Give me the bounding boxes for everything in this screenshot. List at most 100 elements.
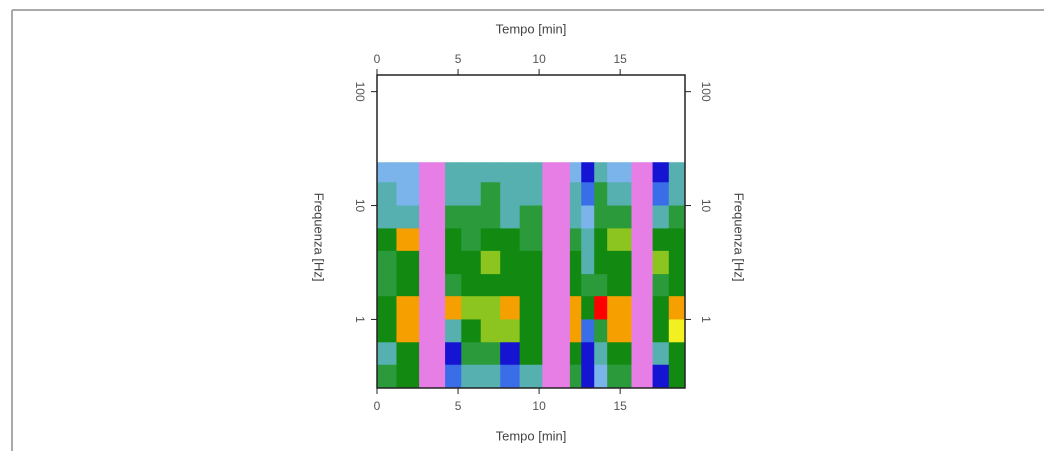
heatmap-cell: [519, 342, 543, 366]
heatmap-cell: [631, 296, 653, 320]
heatmap-cell: [668, 364, 686, 389]
heatmap-cell: [396, 296, 420, 320]
heatmap-cell: [668, 342, 686, 366]
heatmap-cell: [445, 274, 462, 297]
heatmap-cell: [652, 205, 670, 229]
heatmap-cell: [419, 319, 446, 343]
heatmap-cell: [396, 228, 420, 252]
heatmap-cell: [607, 274, 632, 297]
heatmap-cell: [519, 364, 543, 389]
y-tick-label-right: 100: [699, 82, 713, 102]
heatmap-cell: [581, 162, 595, 183]
heatmap-cell: [461, 274, 482, 297]
heatmap-cell: [500, 228, 521, 252]
heatmap-cell: [500, 250, 521, 275]
heatmap-cell: [377, 182, 397, 206]
heatmap-cell: [519, 296, 543, 320]
y-tick-label-right: 1: [699, 316, 713, 323]
heatmap-cell: [480, 205, 501, 229]
x-axis-title-top: Tempo [min]: [496, 21, 567, 36]
heatmap-cell: [652, 162, 670, 183]
heatmap-cell: [377, 364, 397, 389]
heatmap-cell: [594, 274, 608, 297]
heatmap-cell: [668, 274, 686, 297]
heatmap-cell: [607, 250, 632, 275]
x-tick-label-bottom: 5: [455, 399, 462, 413]
heatmap-cell: [500, 274, 521, 297]
heatmap-cell: [668, 162, 686, 183]
heatmap-cell: [631, 205, 653, 229]
x-tick-label-top: 0: [374, 52, 381, 66]
heatmap-cell: [419, 296, 446, 320]
heatmap-cell: [631, 319, 653, 343]
y-axis-title-right: Frequenza [Hz]: [732, 193, 747, 282]
heatmap-cell: [396, 250, 420, 275]
heatmap-cell: [594, 228, 608, 252]
heatmap-cell: [480, 319, 501, 343]
heatmap-cell: [500, 364, 521, 389]
heatmap-cell: [461, 364, 482, 389]
heatmap-cell: [377, 228, 397, 252]
heatmap-cell: [445, 228, 462, 252]
heatmap-cell: [377, 296, 397, 320]
heatmap-cell: [652, 250, 670, 275]
heatmap-cell: [377, 274, 397, 297]
heatmap-cell: [419, 182, 446, 206]
heatmap-cell: [668, 296, 686, 320]
y-tick-label-left: 100: [353, 82, 367, 102]
heatmap-cell: [461, 162, 482, 183]
heatmap-cell: [461, 319, 482, 343]
heatmap-cell: [581, 274, 595, 297]
y-tick-label-left: 10: [353, 199, 367, 213]
y-axis-title-left: Frequenza [Hz]: [312, 193, 327, 282]
heatmap-cell: [542, 274, 571, 297]
x-axis-title-bottom: Tempo [min]: [496, 428, 567, 443]
heatmap-cell: [542, 162, 571, 183]
heatmap-cell: [652, 182, 670, 206]
heatmap-cell: [581, 296, 595, 320]
heatmap-cell: [607, 228, 632, 252]
heatmap-cell: [419, 364, 446, 389]
heatmap-cell: [519, 162, 543, 183]
y-tick-label-right: 10: [699, 199, 713, 213]
heatmap-cell: [419, 162, 446, 183]
heatmap-cell: [631, 250, 653, 275]
heatmap-cell: [594, 364, 608, 389]
heatmap-cell: [542, 228, 571, 252]
heatmap-cell: [377, 205, 397, 229]
heatmap-cell: [396, 342, 420, 366]
heatmap-cell: [607, 319, 632, 343]
heatmap-cell: [607, 182, 632, 206]
heatmap-cell: [445, 296, 462, 320]
heatmap-cell: [581, 319, 595, 343]
heatmap-cell: [519, 250, 543, 275]
heatmap-cell: [594, 319, 608, 343]
heatmap-cell: [500, 205, 521, 229]
heatmap-cell: [581, 250, 595, 275]
heatmap-cell: [419, 205, 446, 229]
heatmap-cell: [445, 162, 462, 183]
heatmap-cell: [445, 364, 462, 389]
heatmap-cell: [519, 274, 543, 297]
heatmap-cell: [569, 205, 582, 229]
heatmap-cell: [569, 342, 582, 366]
heatmap-cell: [652, 296, 670, 320]
heatmap-cell: [631, 342, 653, 366]
heatmap-cell: [480, 162, 501, 183]
heatmap-cell: [542, 182, 571, 206]
heatmap-cell: [445, 182, 462, 206]
heatmap-cell: [569, 296, 582, 320]
heatmap-cell: [480, 274, 501, 297]
heatmap-cell: [396, 274, 420, 297]
heatmap-cell: [396, 162, 420, 183]
heatmap-cell: [652, 319, 670, 343]
heatmap-cell: [569, 162, 582, 183]
heatmap-cell: [594, 342, 608, 366]
heatmap-cell: [461, 342, 482, 366]
heatmap-cell: [631, 364, 653, 389]
heatmap-cell: [652, 228, 670, 252]
y-tick-label-left: 1: [353, 316, 367, 323]
heatmap-cell: [396, 205, 420, 229]
heatmap-cell: [542, 250, 571, 275]
heatmap-cell: [500, 342, 521, 366]
